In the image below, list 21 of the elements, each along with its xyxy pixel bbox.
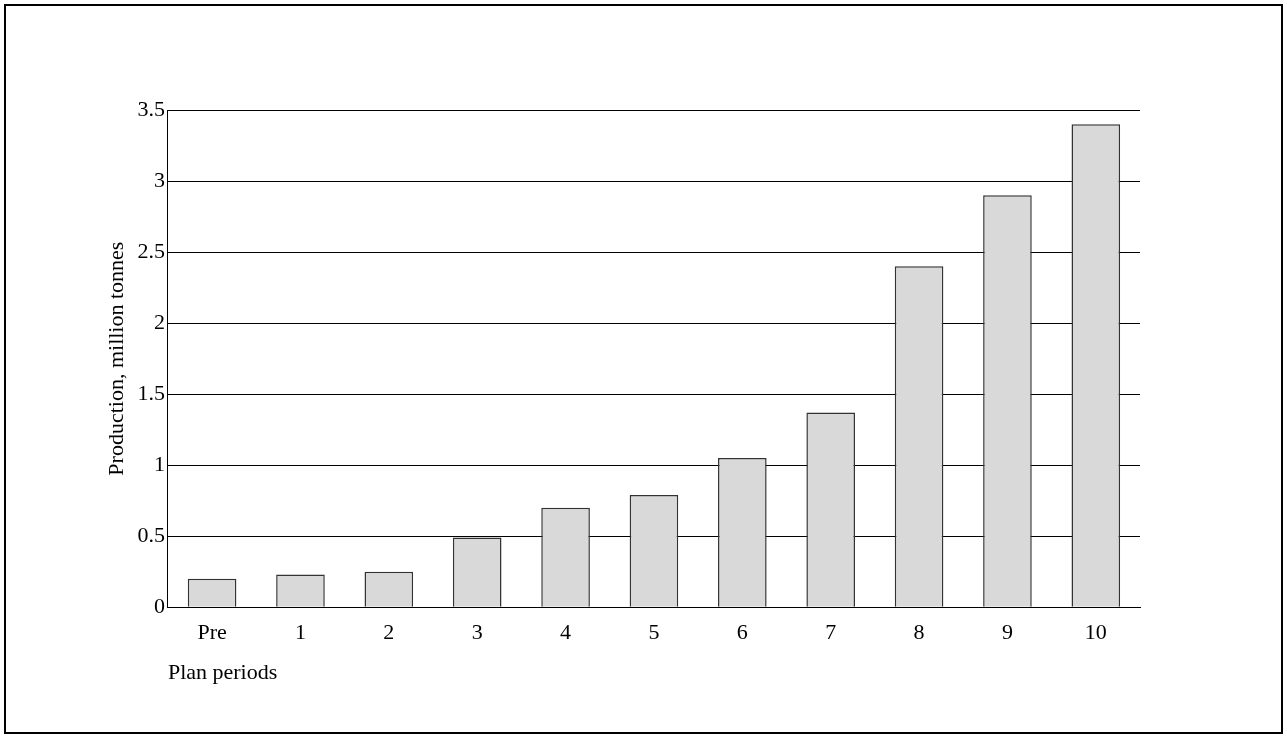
x-tick-label: 8	[913, 619, 925, 645]
y-tick-label: 1	[153, 450, 165, 476]
y-tick-label: 0	[153, 592, 165, 618]
y-axis-title: Production, million tonnes	[102, 241, 128, 476]
x-axis-title: Plan periods	[167, 658, 278, 684]
y-tick-label: 2.5	[137, 237, 165, 263]
y-tick-label: 3	[153, 166, 165, 192]
x-tick-label: 4	[560, 619, 572, 645]
x-tick-label: 7	[825, 619, 837, 645]
x-tick-label: 5	[648, 619, 660, 645]
x-tick-label: 6	[736, 619, 748, 645]
y-tick-label: 2	[153, 308, 165, 334]
x-tick-label: 2	[383, 619, 395, 645]
y-tick-label: 1.5	[137, 379, 165, 405]
x-tick-label: 9	[1001, 619, 1013, 645]
x-tick-label: Pre	[197, 619, 227, 645]
y-tick-label: 0.5	[137, 521, 165, 547]
x-tick-label: 1	[294, 619, 306, 645]
x-tick-label: 10	[1084, 619, 1107, 645]
y-tick-label: 3.5	[137, 95, 165, 121]
x-tick-label: 3	[471, 619, 483, 645]
